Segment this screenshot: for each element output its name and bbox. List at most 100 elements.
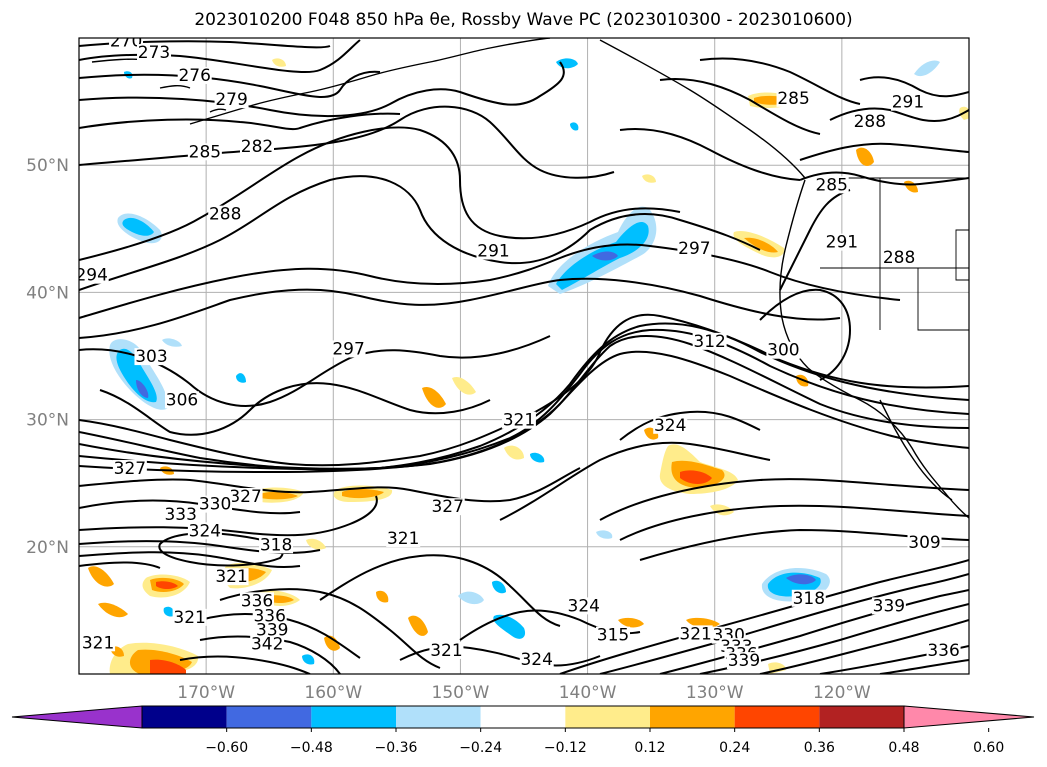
colorbar-segment: [142, 706, 227, 728]
latitude-tick-label: 20°N: [26, 538, 69, 558]
colorbar-tick-label: 0.24: [719, 740, 750, 756]
colorbar-segment: [480, 706, 566, 728]
contour-line: [79, 561, 161, 569]
contour-line: [79, 175, 761, 291]
contour-label: 279: [214, 90, 249, 110]
contour-label: 327: [112, 459, 147, 479]
colorbar-segment: [226, 706, 312, 728]
contour-label: 303: [134, 347, 169, 367]
british-columbia-coast: [599, 39, 806, 179]
coastlines: [91, 38, 969, 519]
svg-text:282: 282: [241, 137, 273, 157]
svg-text:291: 291: [892, 93, 924, 113]
latitude-tick-label: 30°N: [26, 411, 69, 431]
colorbar-segment: [650, 706, 735, 728]
alaska-coastline: [189, 38, 551, 125]
svg-text:333: 333: [164, 505, 196, 525]
svg-text:318: 318: [793, 589, 825, 609]
contour-line: [799, 142, 969, 161]
svg-text:321: 321: [503, 411, 535, 431]
svg-text:285: 285: [777, 89, 809, 109]
contour-label: 336: [240, 591, 274, 611]
latitude-labels: 20°N 30°N 40°N 50°N: [26, 156, 69, 558]
contour-line: [599, 573, 969, 674]
svg-text:339: 339: [728, 651, 760, 671]
contour-line: [79, 335, 551, 407]
contour-label: 285: [187, 142, 222, 162]
contour-label: 300: [766, 341, 801, 361]
contour-line: [759, 288, 852, 381]
negative-anomaly-patch: [548, 206, 657, 294]
positive-anomaly-patch: [659, 444, 738, 494]
contour-label: 315: [596, 626, 630, 646]
contour-line: [199, 635, 341, 674]
svg-text:270: 270: [110, 32, 142, 52]
negative-anomaly-patch: [117, 213, 162, 244]
svg-text:321: 321: [387, 529, 419, 549]
svg-text:327: 327: [229, 487, 261, 507]
contour-label: 270: [109, 32, 144, 52]
contour-label: 282: [240, 137, 274, 157]
contour-label: 318: [791, 589, 826, 609]
contour-line: [619, 128, 801, 181]
svg-text:336: 336: [241, 591, 273, 611]
contour-label: 288: [852, 112, 887, 132]
contour-label: 324: [187, 521, 222, 541]
longitude-tick-label: 140°W: [559, 683, 617, 703]
colorbar-max-extension: [903, 705, 1035, 729]
contour-label: 288: [208, 205, 243, 225]
contour-label: 312: [692, 332, 727, 352]
contour-line: [659, 78, 821, 135]
contour-label: 330: [198, 495, 233, 515]
contour-label: 297: [677, 239, 712, 259]
us-state-borders: [820, 177, 969, 331]
svg-text:297: 297: [678, 239, 710, 259]
gridlines: [79, 38, 969, 674]
svg-text:291: 291: [477, 242, 509, 262]
colorbar: −0.60 −0.48 −0.36 −0.24 −0.12 0.12 0.24 0.36 0.4…: [11, 705, 1035, 756]
contour-line: [79, 39, 361, 74]
contour-label: 327: [430, 497, 465, 517]
contour-label: 291: [890, 93, 925, 113]
svg-text:285: 285: [189, 142, 221, 162]
colorbar-segment: [734, 706, 820, 728]
svg-text:327: 327: [114, 459, 146, 479]
svg-text:327: 327: [431, 497, 463, 517]
contour-line: [79, 328, 969, 470]
svg-text:312: 312: [693, 332, 725, 352]
negative-anomaly-patch: [109, 339, 169, 410]
colorbar-segment: [396, 706, 481, 728]
contour-label: 294: [79, 266, 109, 286]
contour-label: 327: [228, 487, 263, 507]
contour-line: [79, 350, 969, 474]
contour-label: 339: [726, 651, 761, 671]
contour-line: [79, 277, 841, 339]
svg-text:336: 336: [927, 641, 959, 661]
colorbar-segment: [311, 706, 396, 728]
contour-line: [499, 441, 771, 521]
svg-text:300: 300: [767, 341, 799, 361]
contour-line: [829, 107, 969, 122]
contour-label: 318: [259, 535, 294, 555]
contour-line: [619, 410, 761, 441]
contour-label: 288: [882, 248, 917, 268]
longitude-tick-label: 160°W: [304, 683, 362, 703]
contour-line: [619, 504, 969, 541]
contour-line: [779, 189, 851, 291]
contour-line: [79, 126, 681, 261]
figure-title: 2023010200 F048 850 hPa θe, Rossby Wave …: [194, 10, 853, 30]
contour-line: [79, 112, 401, 131]
baja-california: [879, 399, 953, 501]
contour-line: [659, 589, 969, 674]
svg-text:276: 276: [178, 66, 210, 86]
plot-background: [79, 38, 969, 674]
svg-text:309: 309: [908, 533, 940, 553]
contour-line: [859, 76, 969, 98]
colorbar-tick-label: −0.12: [544, 740, 587, 756]
svg-text:285: 285: [815, 175, 847, 195]
svg-text:324: 324: [520, 650, 552, 670]
svg-text:288: 288: [209, 205, 241, 225]
svg-text:324: 324: [568, 596, 600, 616]
